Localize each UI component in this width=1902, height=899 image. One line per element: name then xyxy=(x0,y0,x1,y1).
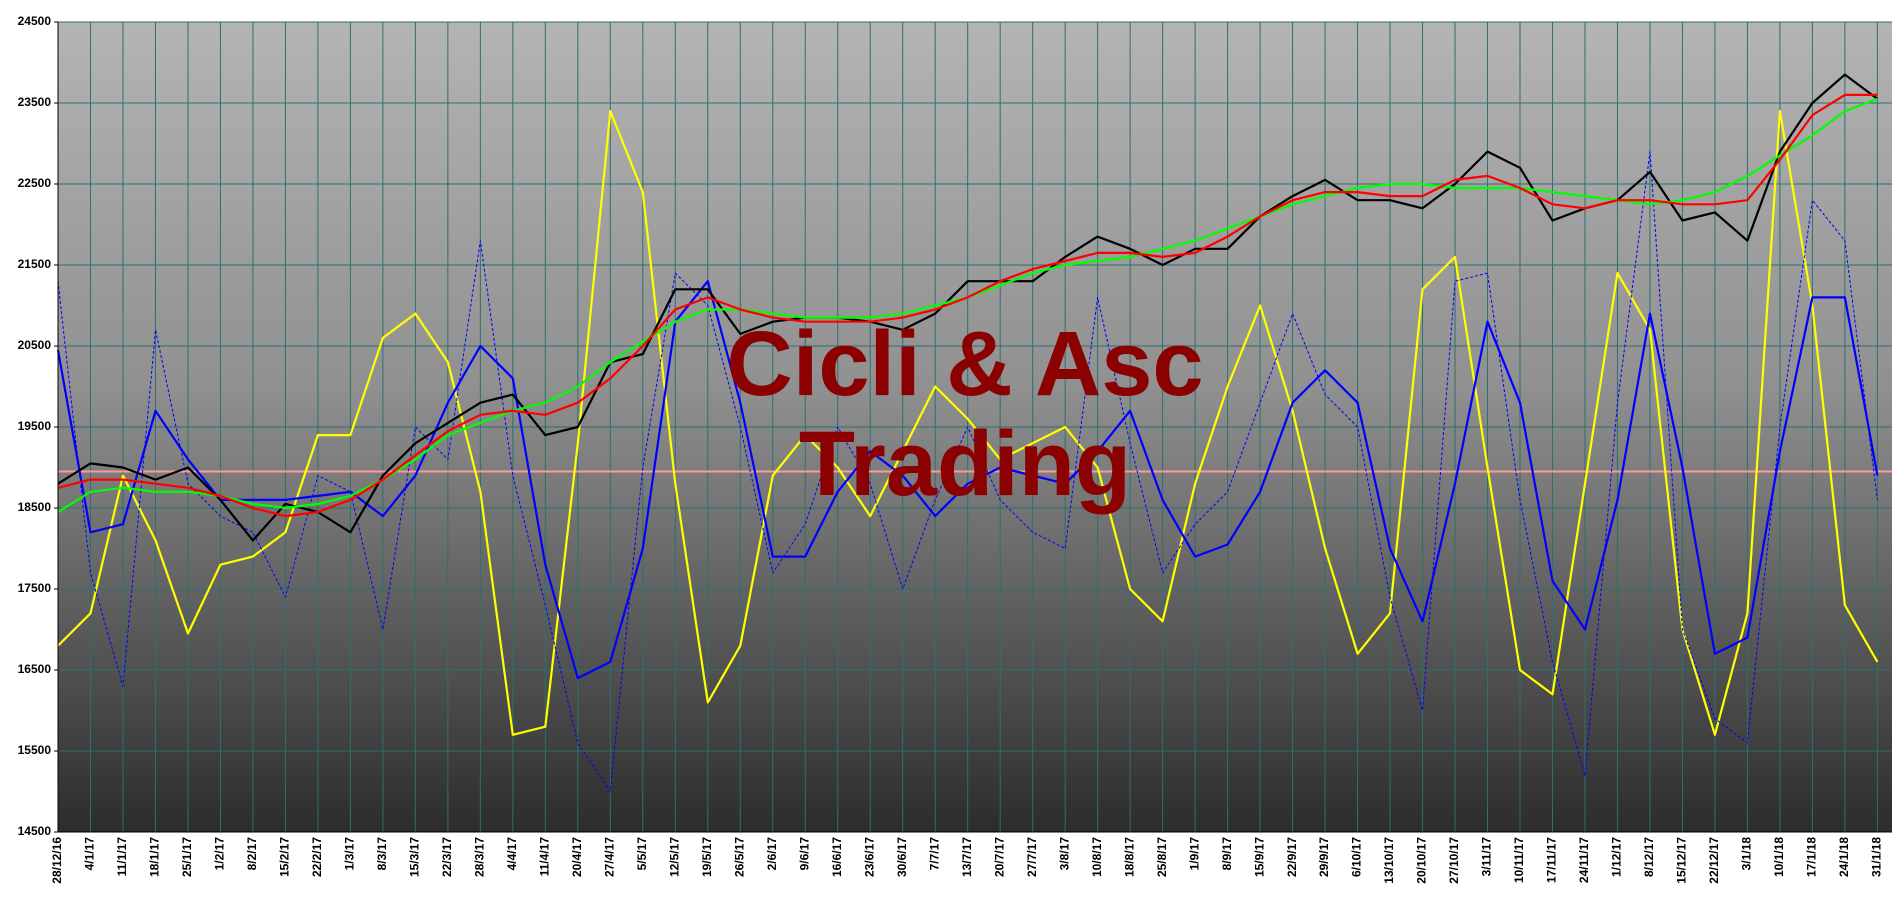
series-group xyxy=(56,73,1892,792)
x-tick-label: 11/4/17 xyxy=(538,837,552,877)
x-tick-label: 25/1/17 xyxy=(180,837,194,877)
x-tick-label: 18/1/17 xyxy=(148,837,162,877)
x-tick-label: 20/10/17 xyxy=(1415,837,1429,884)
x-tick-label: 9/6/17 xyxy=(797,837,811,871)
x-tick-label: 27/7/17 xyxy=(1025,837,1039,877)
x-tick-label: 22/12/17 xyxy=(1707,837,1721,884)
x-tick-label: 1/2/17 xyxy=(213,837,227,871)
x-tick-label: 22/9/17 xyxy=(1285,837,1299,877)
series-line xyxy=(57,109,1879,736)
x-tick-label: 24/11/17 xyxy=(1577,837,1591,883)
watermark: Cicli & Asc xyxy=(726,313,1203,415)
series-line xyxy=(56,280,1879,680)
x-tick-label: 1/12/17 xyxy=(1610,837,1624,877)
y-tick-label: 18500 xyxy=(18,500,52,514)
x-tick-label: 10/11/17 xyxy=(1512,837,1526,883)
watermark: Trading xyxy=(799,413,1131,515)
x-tick-label: 8/3/17 xyxy=(375,837,389,871)
x-tick-label: 18/8/17 xyxy=(1122,837,1136,877)
series-line xyxy=(57,151,1878,792)
y-tick-label: 19500 xyxy=(18,419,52,433)
x-tick-label: 20/7/17 xyxy=(992,837,1006,877)
x-tick-label: 26/5/17 xyxy=(732,837,746,877)
x-tick-label: 2/6/17 xyxy=(765,837,779,871)
x-tick-label: 12/5/17 xyxy=(667,837,681,877)
x-tick-label: 29/9/17 xyxy=(1317,837,1331,877)
x-tick-label: 23/6/17 xyxy=(862,837,876,877)
x-tick-label: 5/5/17 xyxy=(635,837,649,871)
x-tick-label: 3/8/17 xyxy=(1057,837,1071,871)
y-tick-label: 15500 xyxy=(18,743,52,757)
y-tick-label: 23500 xyxy=(18,95,52,109)
x-tick-label: 17/11/17 xyxy=(1545,837,1559,883)
x-tick-label: 13/7/17 xyxy=(960,837,974,877)
x-tick-label: 27/10/17 xyxy=(1447,837,1461,884)
series-line xyxy=(57,93,1878,518)
x-tick-label: 1/9/17 xyxy=(1187,837,1201,871)
x-tick-label: 8/9/17 xyxy=(1220,837,1234,871)
x-tick-label: 28/12/16 xyxy=(50,837,64,884)
x-tick-label: 31/1/18 xyxy=(1870,837,1884,877)
x-tick-label: 15/12/17 xyxy=(1675,837,1689,884)
x-tick-label: 4/1/17 xyxy=(83,837,97,871)
x-tick-label: 22/3/17 xyxy=(440,837,454,877)
x-tick-label: 19/5/17 xyxy=(700,837,714,877)
x-tick-label: 17/1/18 xyxy=(1805,837,1819,877)
x-tick-label: 28/3/17 xyxy=(473,837,487,877)
x-tick-label: 10/8/17 xyxy=(1090,837,1104,877)
x-tick-label: 3/1/18 xyxy=(1740,837,1754,871)
x-tick-label: 15/2/17 xyxy=(278,837,292,877)
x-tick-label: 10/1/18 xyxy=(1772,837,1786,877)
y-tick-label: 16500 xyxy=(18,662,52,676)
x-tick-label: 27/4/17 xyxy=(602,837,616,877)
x-tick-label: 22/2/17 xyxy=(310,837,324,877)
x-tick-label: 20/4/17 xyxy=(570,837,584,877)
x-tick-label: 4/4/17 xyxy=(505,837,519,871)
x-tick-label: 15/9/17 xyxy=(1252,837,1266,877)
x-tick-label: 6/10/17 xyxy=(1350,837,1364,877)
x-tick-label: 8/12/17 xyxy=(1642,837,1656,877)
grid xyxy=(57,21,1892,833)
x-tick-label: 1/3/17 xyxy=(343,837,357,871)
y-tick-label: 22500 xyxy=(18,176,52,190)
x-tick-label: 3/11/17 xyxy=(1480,837,1494,877)
x-tick-label: 24/1/18 xyxy=(1837,837,1851,877)
x-tick-label: 13/10/17 xyxy=(1382,837,1396,884)
x-tick-label: 11/1/17 xyxy=(115,837,129,877)
x-tick-label: 15/3/17 xyxy=(408,837,422,877)
x-tick-label: 25/8/17 xyxy=(1155,837,1169,877)
y-tick-label: 20500 xyxy=(18,338,52,352)
y-tick-label: 17500 xyxy=(18,581,52,595)
y-tick-label: 21500 xyxy=(18,257,52,271)
y-tick-label: 24500 xyxy=(18,14,52,28)
x-tick-label: 16/6/17 xyxy=(830,837,844,877)
x-tick-label: 30/6/17 xyxy=(895,837,909,877)
series-line xyxy=(57,73,1879,542)
x-tick-label: 8/2/17 xyxy=(245,837,259,871)
y-tick-label: 14500 xyxy=(18,824,52,838)
x-tick-label: 7/7/17 xyxy=(927,837,941,871)
